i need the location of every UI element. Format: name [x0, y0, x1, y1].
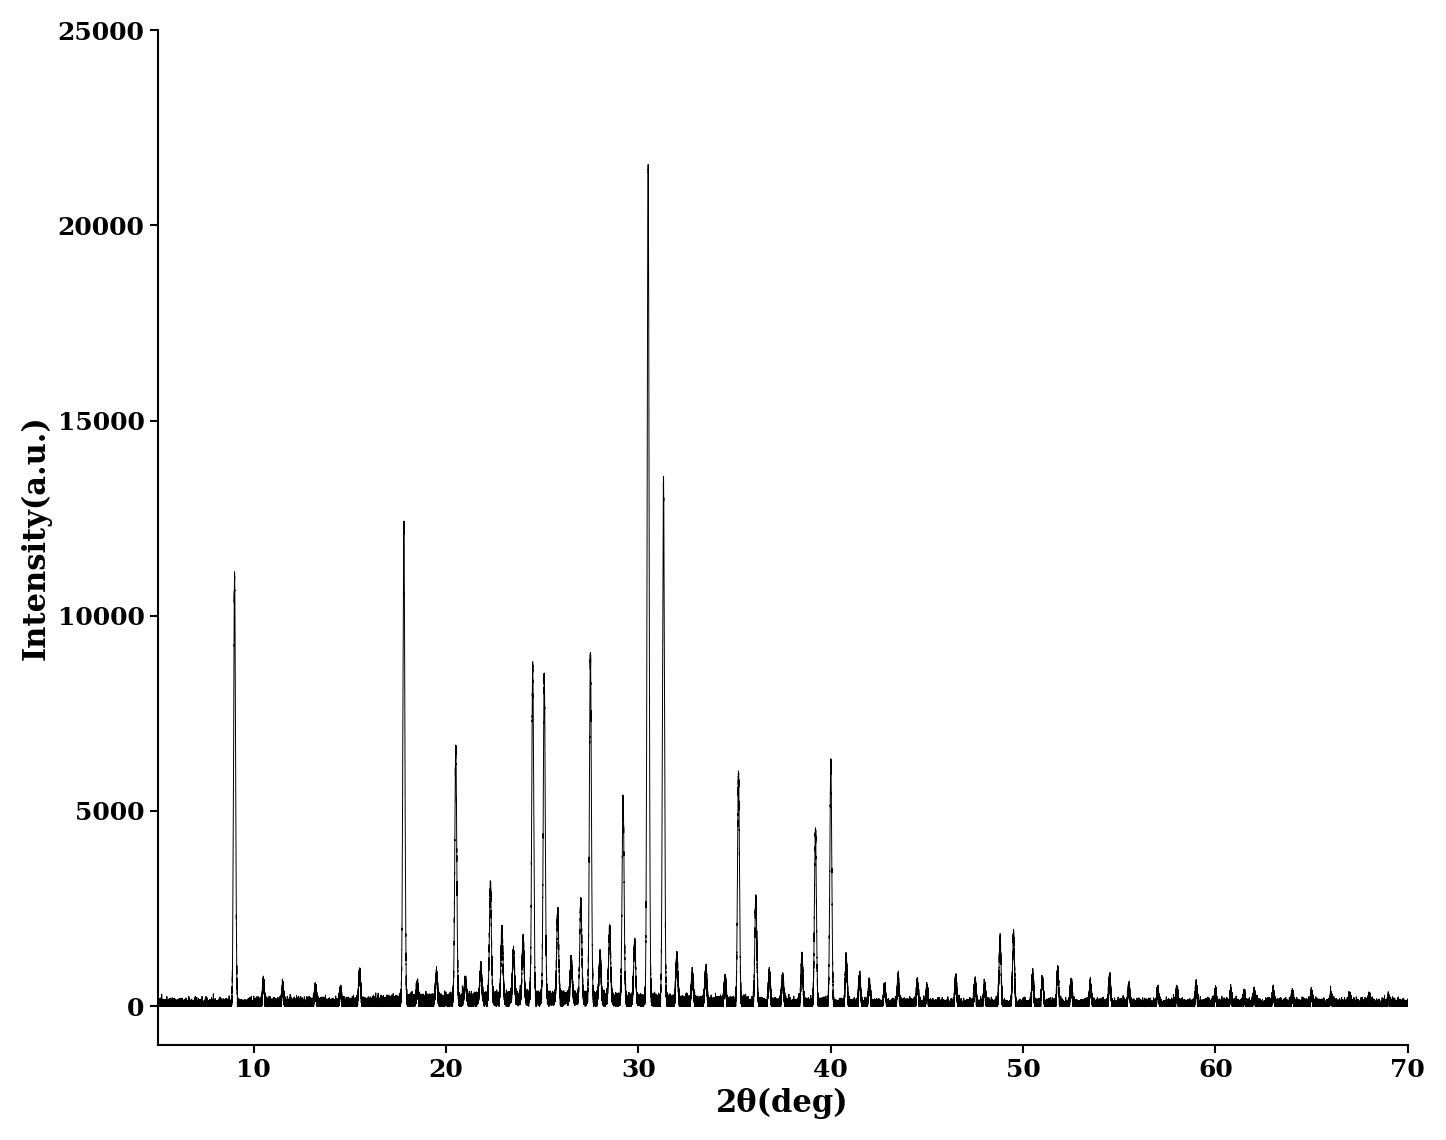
Y-axis label: Intensity(a.u.): Intensity(a.u.) — [20, 415, 52, 660]
X-axis label: 2θ(deg): 2θ(deg) — [716, 1088, 849, 1119]
